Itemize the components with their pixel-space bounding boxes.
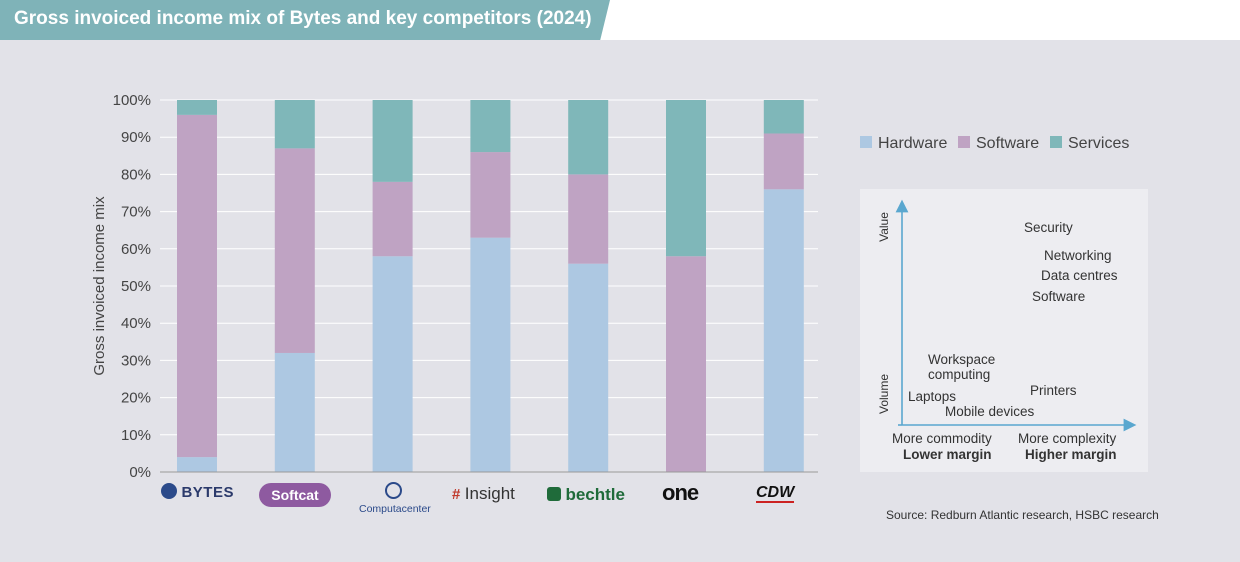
map-label-security: Security [1024, 220, 1073, 235]
bar-bytes-hardware [177, 457, 217, 472]
map-x-left-label: More commodity [892, 431, 992, 446]
map-label-mobile-devices: Mobile devices [945, 404, 1035, 419]
positioning-map: Value Volume Security Networking Data ce… [860, 189, 1148, 472]
legend-swatch-services [1050, 136, 1062, 148]
bar-softcat-hardware [274, 352, 315, 472]
bytes-globe-icon [161, 483, 177, 499]
legend-swatch-software [958, 136, 970, 148]
bar-insight-hardware [470, 237, 511, 472]
bar-one-software [666, 256, 706, 472]
title-tab [0, 0, 610, 40]
bar-computacenter-services [372, 100, 413, 182]
bar-one-services [666, 100, 706, 257]
map-x-left-sublabel: Lower margin [903, 447, 992, 462]
y-tick-label: 0% [129, 464, 151, 481]
logo-bytes: BYTES [161, 483, 234, 502]
map-label-laptops: Laptops [908, 389, 957, 404]
bar-bechtle-services [568, 100, 609, 175]
bar-cdw-services [763, 100, 804, 134]
bar-bechtle-software [568, 174, 609, 264]
logo-computacenter: Computacenter [359, 482, 431, 517]
map-label-networking: Networking [1044, 248, 1112, 263]
logo-bechtle: bechtle [547, 485, 625, 505]
legend-label-services: Services [1068, 135, 1129, 152]
bechtle-square-icon [547, 487, 561, 501]
bar-softcat-services [274, 100, 315, 149]
value-label: Value [877, 212, 891, 242]
source-note: Source: Redburn Atlantic research, HSBC … [886, 508, 1159, 522]
bar-cdw-hardware [763, 189, 804, 472]
logo-softcat: Softcat [259, 483, 331, 507]
y-tick-label: 50% [121, 278, 151, 295]
legend-label-hardware: Hardware [878, 135, 947, 152]
volume-label: Volume [877, 374, 891, 414]
bar-softcat-software [274, 148, 315, 353]
computacenter-ring-icon [384, 482, 402, 499]
logo-one: one [662, 480, 699, 505]
map-label-software: Software [1032, 289, 1086, 304]
map-label-printers: Printers [1030, 383, 1077, 398]
bar-insight-software [470, 152, 511, 238]
legend-label-software: Software [976, 135, 1039, 152]
bar-computacenter-software [372, 181, 413, 257]
y-tick-label: 20% [121, 390, 151, 407]
logo-insight: # Insight [452, 484, 515, 503]
map-x-right-sublabel: Higher margin [1025, 447, 1117, 462]
bar-cdw-software [763, 133, 804, 190]
y-tick-label: 90% [121, 129, 151, 146]
insight-grid-icon: # [452, 486, 461, 503]
map-label-workspace: Workspace [928, 352, 996, 367]
y-tick-label: 60% [121, 241, 151, 258]
bar-bytes-software [177, 114, 217, 458]
legend-swatch-hardware [860, 136, 872, 148]
y-tick-label: 70% [121, 204, 151, 221]
map-label-computing: computing [928, 367, 991, 382]
bar-bytes-services [177, 100, 217, 115]
logo-cdw: CDW [756, 484, 795, 503]
y-tick-label: 40% [121, 315, 151, 332]
y-tick-label: 100% [113, 92, 151, 109]
map-label-data-centres: Data centres [1041, 268, 1118, 283]
y-tick-label: 80% [121, 166, 151, 183]
y-axis-label: Gross invoiced income mix [91, 196, 108, 376]
bar-bechtle-hardware [568, 263, 609, 472]
bar-computacenter-hardware [372, 256, 413, 472]
map-x-right-label: More complexity [1018, 431, 1117, 446]
map-axes: Value Volume [877, 199, 1137, 432]
bar-insight-services [470, 100, 511, 153]
y-tick-label: 10% [121, 427, 151, 444]
y-tick-label: 30% [121, 352, 151, 369]
chart-title: Gross invoiced income mix of Bytes and k… [14, 8, 592, 29]
